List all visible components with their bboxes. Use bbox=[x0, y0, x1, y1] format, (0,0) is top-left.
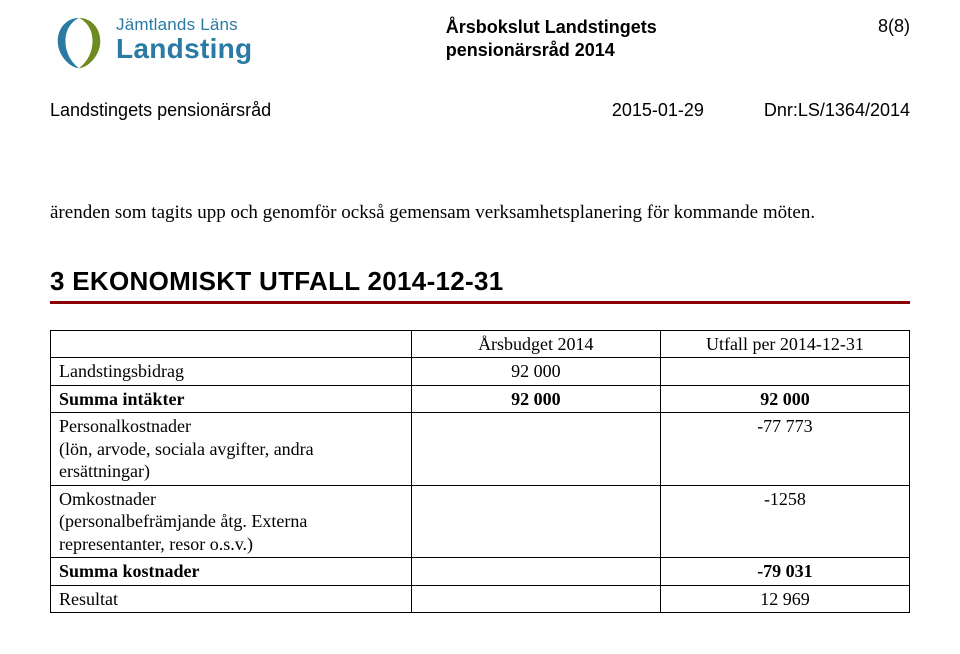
row-utfall: -79 031 bbox=[660, 558, 909, 586]
doc-title-line1: Årsbokslut Landstingets bbox=[446, 16, 657, 39]
doc-date: 2015-01-29 bbox=[612, 100, 704, 121]
row-utfall: 12 969 bbox=[660, 585, 909, 613]
row-label: Summa kostnader bbox=[51, 558, 412, 586]
table-row: Landstingsbidrag92 000 bbox=[51, 358, 910, 386]
doc-title-line2: pensionärsråd 2014 bbox=[446, 39, 657, 62]
row-label: Personalkostnader(lön, arvode, sociala a… bbox=[51, 413, 412, 486]
row-utfall: -77 773 bbox=[660, 413, 909, 486]
table-row: Summa kostnader -79 031 bbox=[51, 558, 910, 586]
row-label: Omkostnader(personalbefrämjande åtg. Ext… bbox=[51, 485, 412, 558]
subheader: Landstingets pensionärsråd 2015-01-29 Dn… bbox=[50, 100, 910, 121]
table-header-row: Årsbudget 2014 Utfall per 2014-12-31 bbox=[51, 330, 910, 358]
row-budget bbox=[411, 585, 660, 613]
row-budget: 92 000 bbox=[411, 358, 660, 386]
th-utfall: Utfall per 2014-12-31 bbox=[660, 330, 909, 358]
org-name-line1: Jämtlands Läns bbox=[116, 16, 252, 34]
section-heading: 3 EKONOMISKT UTFALL 2014-12-31 bbox=[50, 266, 910, 304]
body-paragraph: ärenden som tagits upp och genomför ocks… bbox=[50, 201, 910, 226]
row-utfall: -1258 bbox=[660, 485, 909, 558]
finance-table: Årsbudget 2014 Utfall per 2014-12-31 Lan… bbox=[50, 330, 910, 614]
org-logo bbox=[50, 14, 108, 72]
subheader-right: 2015-01-29 Dnr:LS/1364/2014 bbox=[612, 100, 910, 121]
row-label: Resultat bbox=[51, 585, 412, 613]
page-indicator: 8(8) bbox=[850, 16, 910, 37]
row-budget bbox=[411, 558, 660, 586]
table-row: Personalkostnader(lön, arvode, sociala a… bbox=[51, 413, 910, 486]
doc-title: Årsbokslut Landstingets pensionärsråd 20… bbox=[446, 16, 657, 63]
header-left: Jämtlands Läns Landsting bbox=[50, 16, 252, 72]
row-label: Summa intäkter bbox=[51, 385, 412, 413]
th-budget: Årsbudget 2014 bbox=[411, 330, 660, 358]
row-utfall: 92 000 bbox=[660, 385, 909, 413]
row-label: Landstingsbidrag bbox=[51, 358, 412, 386]
doc-dnr: Dnr:LS/1364/2014 bbox=[764, 100, 910, 121]
table-row: Resultat 12 969 bbox=[51, 585, 910, 613]
row-budget: 92 000 bbox=[411, 385, 660, 413]
org-name-line2: Landsting bbox=[116, 34, 252, 63]
table-row: Omkostnader(personalbefrämjande åtg. Ext… bbox=[51, 485, 910, 558]
table-row: Summa intäkter92 00092 000 bbox=[51, 385, 910, 413]
doc-header: Jämtlands Läns Landsting Årsbokslut Land… bbox=[50, 16, 910, 72]
row-utfall bbox=[660, 358, 909, 386]
org-name: Jämtlands Läns Landsting bbox=[116, 16, 252, 63]
row-budget bbox=[411, 485, 660, 558]
subheader-left: Landstingets pensionärsråd bbox=[50, 100, 271, 121]
row-budget bbox=[411, 413, 660, 486]
th-blank bbox=[51, 330, 412, 358]
